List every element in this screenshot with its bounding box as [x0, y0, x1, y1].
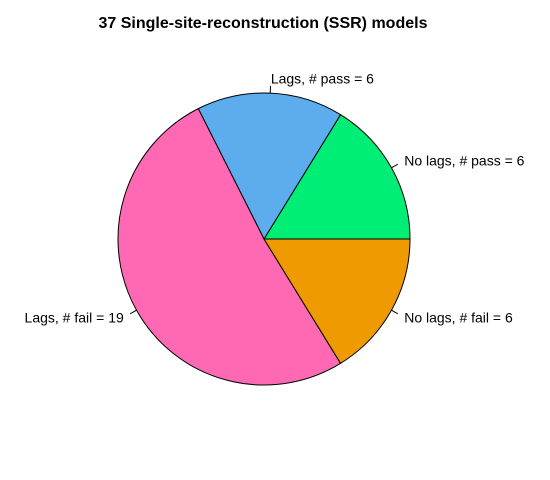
pie-slice-3 — [263, 238, 411, 365]
chart-title: 37 Single-site-reconstruction (SSR) mode… — [99, 15, 428, 32]
pie-label-tick-3 — [391, 309, 399, 315]
pie-slice-1 — [197, 92, 342, 241]
pie-slice-2 — [117, 107, 342, 386]
pie-label-0: No lags, # pass = 6 — [404, 153, 524, 169]
pie-label-tick-0 — [391, 163, 399, 169]
pie-label-tick-2 — [129, 309, 137, 315]
pie-slices — [117, 92, 411, 386]
pie-label-2: Lags, # fail = 19 — [25, 309, 124, 325]
pie-slice-0 — [263, 113, 411, 240]
pie-labels: No lags, # pass = 6 Lags, # pass = 6 Lags,… — [25, 71, 525, 326]
pie-label-3: No lags, # fail = 6 — [404, 309, 513, 325]
pie-label-1: Lags, # pass = 6 — [271, 71, 374, 87]
